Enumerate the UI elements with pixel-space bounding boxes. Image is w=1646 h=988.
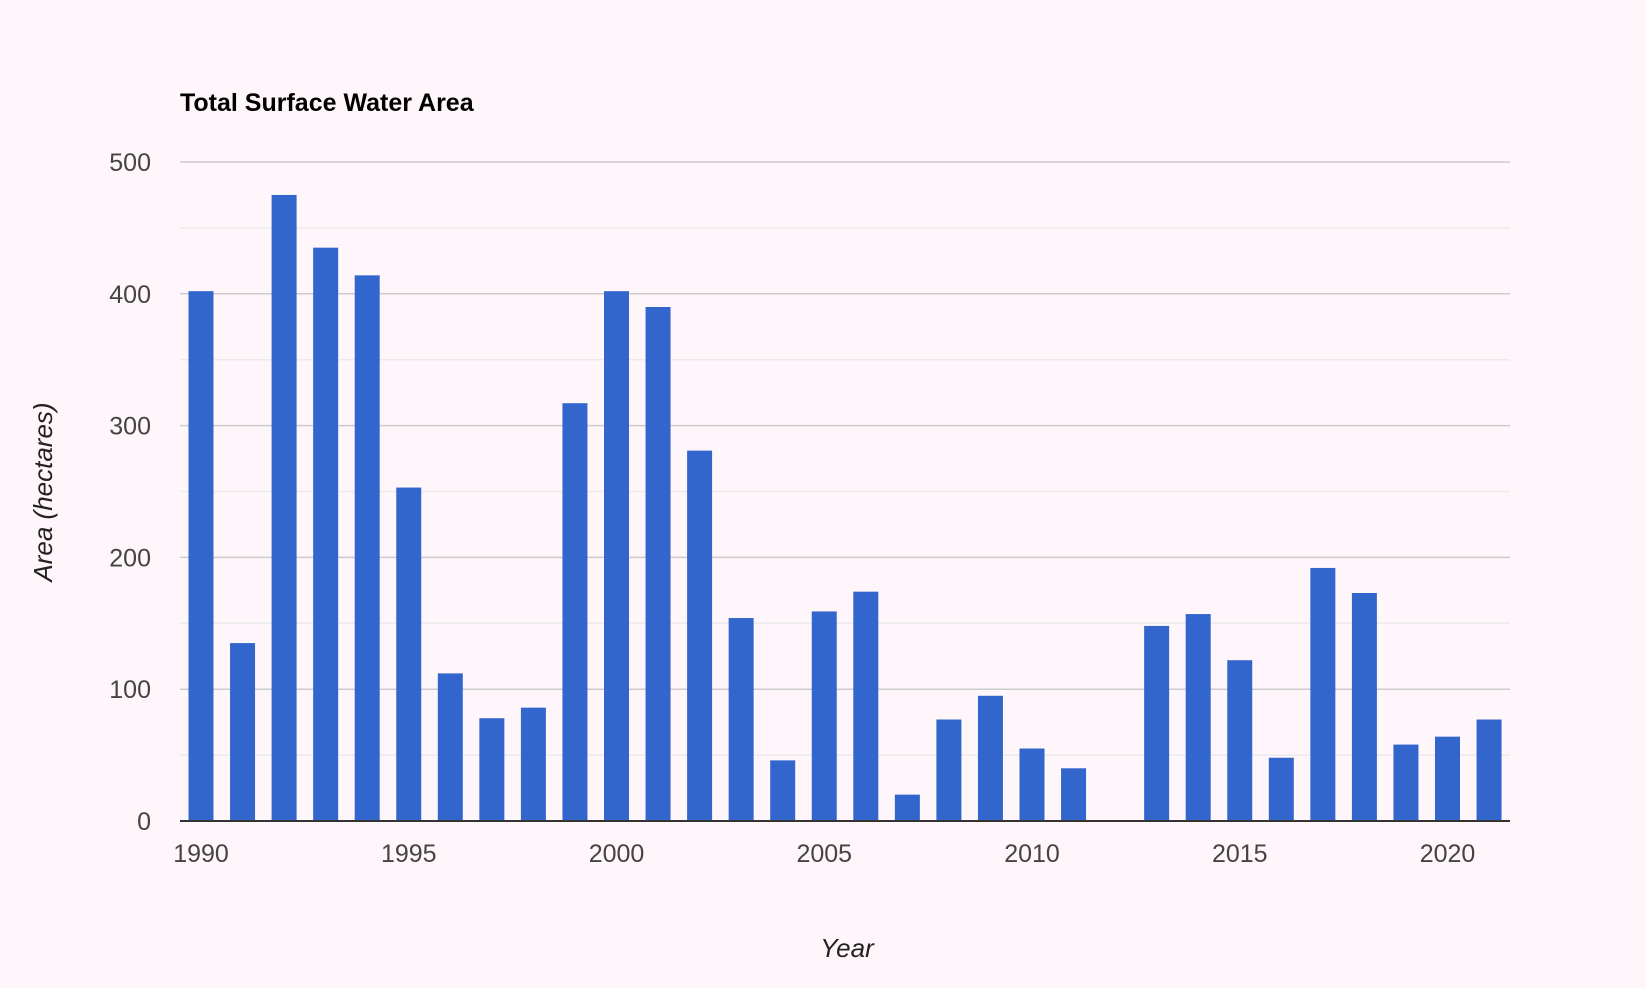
- chart-title: Total Surface Water Area: [180, 89, 475, 117]
- x-tick-label: 2020: [1420, 840, 1476, 868]
- bar-2013: [1144, 625, 1170, 821]
- x-tick-label: 2000: [589, 840, 645, 868]
- y-tick-label: 300: [109, 413, 151, 441]
- bar-2014: [1185, 614, 1211, 821]
- bar-2003: [728, 618, 754, 821]
- bar-2015: [1227, 660, 1253, 821]
- bar-2002: [687, 450, 713, 821]
- x-tick-label: 1990: [173, 840, 229, 868]
- x-tick-label: 2010: [1004, 840, 1060, 868]
- bar-2008: [936, 719, 962, 821]
- bar-2006: [853, 591, 879, 821]
- y-tick-label: 400: [109, 281, 151, 309]
- bar-2016: [1268, 757, 1294, 821]
- bar-1995: [396, 487, 422, 821]
- bar-1998: [520, 707, 546, 821]
- y-tick-label: 200: [109, 544, 151, 572]
- bar-2019: [1393, 744, 1419, 821]
- bar-2010: [1019, 748, 1045, 821]
- bar-2001: [645, 306, 671, 822]
- bar-1999: [562, 403, 588, 821]
- y-axis-title: Area (hectares): [28, 402, 58, 583]
- bar-1991: [230, 643, 256, 821]
- bar-2011: [1061, 768, 1087, 821]
- bar-1997: [479, 718, 505, 821]
- bar-2020: [1435, 736, 1460, 821]
- bar-2007: [894, 794, 920, 821]
- bar-1994: [354, 275, 380, 822]
- x-axis-title: Year: [820, 933, 875, 963]
- x-axis-ticks: 1990 1995 2000 2005 2010 2015 2020: [173, 840, 1475, 868]
- bar-1993: [313, 247, 339, 822]
- x-tick-label: 2005: [796, 840, 852, 868]
- bar-1990: [188, 291, 214, 821]
- bar-2017: [1310, 567, 1336, 821]
- y-axis-ticks: 0 100 200 300 400 500: [109, 149, 151, 836]
- bar-2004: [770, 760, 796, 821]
- bar-2000: [604, 291, 629, 821]
- bar-2021: [1476, 719, 1502, 821]
- bar-2005: [811, 611, 837, 821]
- bar-1996: [437, 673, 463, 821]
- bars: [188, 194, 1502, 822]
- bar-2018: [1351, 592, 1377, 821]
- y-tick-label: 500: [109, 149, 151, 177]
- y-tick-label: 100: [109, 676, 151, 704]
- bar-2009: [977, 695, 1003, 821]
- x-tick-label: 2015: [1212, 840, 1268, 868]
- y-tick-label: 0: [137, 808, 151, 836]
- x-tick-label: 1995: [381, 840, 437, 868]
- bar-1992: [271, 194, 297, 821]
